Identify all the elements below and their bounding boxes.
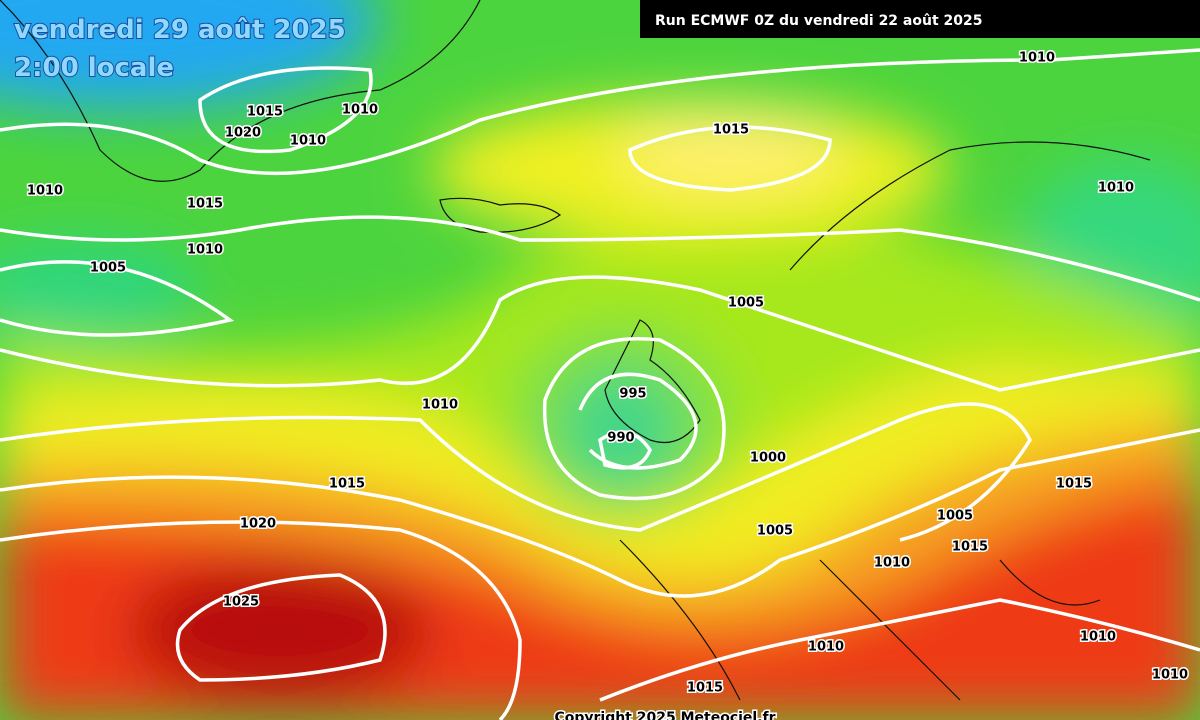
isobar-label: 1005 (90, 261, 126, 276)
run-box (640, 0, 1200, 38)
header: vendredi 29 août 2025 2:00 locale Run EC… (13, 0, 1200, 84)
isobar-label: 1010 (187, 243, 223, 258)
run-label: Run ECMWF 0Z du vendredi 22 août 2025 (655, 13, 983, 29)
isobar-label: 1010 (342, 103, 378, 118)
isobars (0, 48, 1200, 720)
isobar-label: 1010 (1019, 51, 1055, 66)
isobar-label: 1025 (223, 595, 259, 610)
isobar-label: 1020 (240, 517, 276, 532)
time-label: 2:00 locale (14, 53, 174, 83)
isobar-label: 1010 (1098, 181, 1134, 196)
isobar-label: 1015 (247, 105, 283, 120)
coastlines (0, 0, 1151, 701)
isobar-label: 990 (607, 431, 634, 446)
isobar-label: 1010 (27, 184, 63, 199)
date-label: vendredi 29 août 2025 (14, 15, 346, 45)
isobar-label: 1010 (874, 556, 910, 571)
isobar-label: 1010 (422, 398, 458, 413)
isobar-label: 1015 (1056, 477, 1092, 492)
isobar-label: 1020 (225, 126, 261, 141)
isobar-label: 1015 (713, 123, 749, 138)
copyright: Copyright 2025 Meteociel.fr (554, 710, 775, 720)
isobar-labels: 1010 1015 1010 1020 1010 1015 1010 1015 1010 1010… (25, 49, 1189, 697)
isobar-label: 1015 (687, 681, 723, 696)
isobar-label: 1015 (329, 477, 365, 492)
isobar-label: 1005 (728, 296, 764, 311)
isobar-label: 1015 (952, 540, 988, 555)
isobar-label: 995 (619, 387, 646, 402)
isobar-label: 1010 (808, 640, 844, 655)
isobar-label: 1010 (1080, 630, 1116, 645)
isobar-label: 1010 (290, 134, 326, 149)
isobar-label: 1015 (187, 197, 223, 212)
isobar-label: 1005 (937, 509, 973, 524)
isobar-label: 1000 (750, 451, 786, 466)
isobar-label: 1005 (757, 524, 793, 539)
isobar-label: 1010 (1152, 668, 1188, 683)
